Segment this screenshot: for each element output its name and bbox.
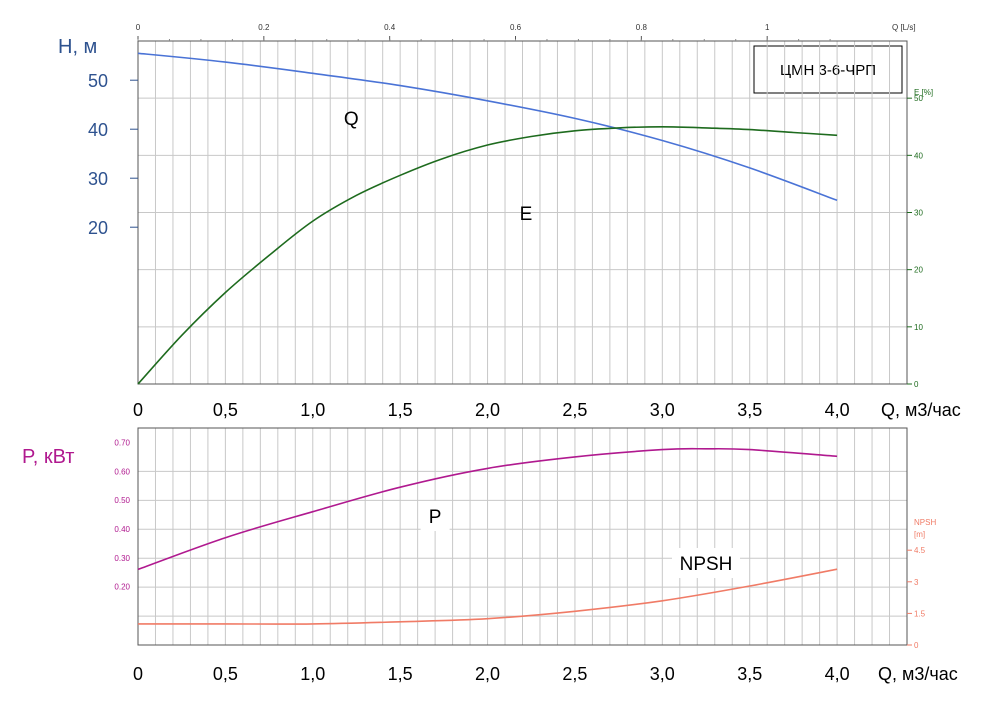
top-x-tick-label: 1,5: [388, 400, 413, 420]
bottom-x-tick-label: 0,5: [213, 664, 238, 684]
p-axis-tick-label: 0.50: [114, 496, 130, 505]
top-axis-q-ls-tick: 0.8: [636, 23, 648, 32]
top-x-axis-label: Q, м3/час: [881, 400, 961, 420]
series-label-bg: [672, 548, 741, 578]
bottom-x-tick-label: 2,0: [475, 664, 500, 684]
series-label-e: E: [520, 204, 533, 225]
top-axis-q-ls-tick: 0.4: [384, 23, 396, 32]
series-label-q: Q: [344, 109, 359, 130]
p-axis-tick-label: 0.30: [114, 554, 130, 563]
e-axis-tick-label: 40: [914, 151, 923, 160]
e-axis-tick-label: 50: [914, 94, 923, 103]
chart-title-box: [753, 45, 903, 94]
bottom-x-tick-label: 4,0: [825, 664, 850, 684]
top-x-tick-label: 3,5: [737, 400, 762, 420]
top-chart-curves: [137, 52, 838, 385]
top-x-tick-label: 1,0: [300, 400, 325, 420]
bottom-x-tick-label: 0: [133, 664, 143, 684]
npsh-axis-tick-label: 4.5: [914, 546, 926, 555]
bottom-x-tick-label: 2,5: [562, 664, 587, 684]
bottom-x-tick-label: 1,0: [300, 664, 325, 684]
p-axis-tick-label: 0.40: [114, 525, 130, 534]
npsh-axis-tick-label: 3: [914, 578, 919, 587]
e-axis-tick-label: 30: [914, 209, 923, 218]
bottom-right-axis-label: NPSH: [914, 518, 936, 527]
top-chart-ticks: 0 0.2 0.4 0.6 0.8 10 0,5 1,0 1,5 2,0 2,5 3,0 3,5 4,05…: [88, 23, 923, 420]
series-label-p: P: [429, 507, 442, 528]
plot-frame: [137, 427, 908, 646]
bottom-x-tick-label: 1,5: [388, 664, 413, 684]
series-line-q: [137, 52, 838, 202]
bottom-chart-curves: [137, 447, 838, 625]
series-line-p: [137, 447, 838, 571]
bottom-chart-ticks: 0 0,5 1,0 1,5 2,0 2,5 3,0 3,5 4,0 0.70 0.60 0.50 0.4…: [114, 438, 925, 684]
bottom-x-tick-label: 3,0: [650, 664, 675, 684]
p-axis-tick-label: 0.60: [114, 467, 130, 476]
p-axis-tick-label: 0.20: [114, 583, 130, 592]
bottom-right-axis-unit: [m]: [914, 530, 925, 539]
top-axis-q-ls-tick: 0.6: [510, 23, 522, 32]
top-x-tick-label: 4,0: [825, 400, 850, 420]
top-left-axis-label: H, м: [58, 36, 97, 58]
series-label-bg: [420, 501, 450, 531]
top-axis-q-ls-label: Q [L/s]: [892, 23, 916, 32]
series-line-e: [137, 125, 838, 385]
bottom-chart-grid: [137, 427, 908, 646]
series-label-npsh: NPSH: [680, 554, 733, 575]
series-line-npsh: [138, 568, 838, 625]
h-axis-tick-label: 40: [88, 120, 108, 140]
top-axis-q-ls-tick: 1: [765, 23, 770, 32]
h-axis-tick-label: 50: [88, 71, 108, 91]
h-axis-tick-label: 30: [88, 169, 108, 189]
e-axis-tick-label: 0: [914, 380, 919, 389]
top-chart-grid: [137, 40, 908, 385]
top-axis-q-ls-tick: 0: [136, 23, 141, 32]
top-axis-q-ls-tick: 0.2: [258, 23, 270, 32]
bottom-x-tick-label: 3,5: [737, 664, 762, 684]
top-x-tick-label: 3,0: [650, 400, 675, 420]
h-axis-tick-label: 20: [88, 218, 108, 238]
npsh-axis-tick-label: 0: [914, 641, 919, 650]
bottom-left-axis-label: P, кВт: [22, 446, 74, 468]
top-x-tick-label: 2,0: [475, 400, 500, 420]
series-labels: Q E P NPSH: [344, 109, 741, 578]
npsh-axis-tick-label: 1.5: [914, 609, 926, 618]
top-x-tick-label: 0: [133, 400, 143, 420]
bottom-x-axis-label: Q, м3/час: [878, 664, 958, 684]
e-axis-tick-label: 20: [914, 266, 923, 275]
top-right-axis-label: E [%]: [914, 88, 933, 97]
p-axis-tick-label: 0.70: [114, 438, 130, 447]
top-x-tick-label: 2,5: [562, 400, 587, 420]
e-axis-tick-label: 10: [914, 323, 923, 332]
top-x-tick-label: 0,5: [213, 400, 238, 420]
chart-title: ЦМН 3-6-ЧРП: [780, 62, 876, 79]
